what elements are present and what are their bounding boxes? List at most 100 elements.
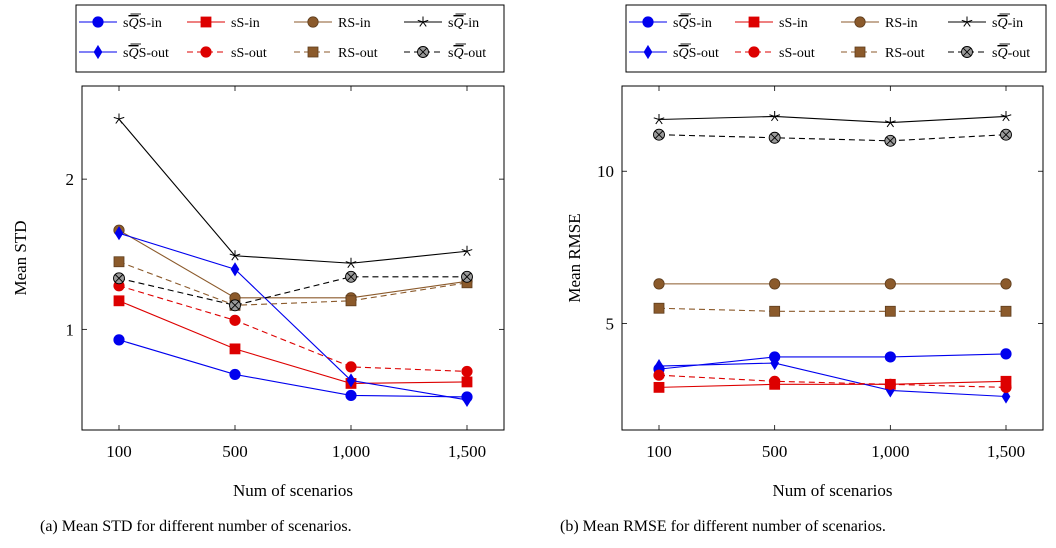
series-RQ-out <box>653 128 1012 147</box>
series-sS-in <box>653 375 1012 393</box>
y-tick-label: 1 <box>66 320 75 339</box>
legend-label: sQ-out <box>992 46 1030 61</box>
data-point <box>345 389 357 402</box>
y-axis-label: Mean RMSE <box>565 213 584 302</box>
series-line <box>118 285 468 372</box>
data-point <box>113 256 125 268</box>
data-point <box>345 257 357 269</box>
series-RS-out <box>653 302 1012 317</box>
legend-marker <box>642 16 654 28</box>
legend-label: sS-out <box>231 46 267 61</box>
y-tick-label: 5 <box>606 314 615 333</box>
series-sS-in <box>113 295 473 389</box>
x-tick-label: 1,000 <box>332 442 370 461</box>
legend-label: sS-in <box>779 16 808 31</box>
legend-marker <box>748 46 760 58</box>
data-point <box>770 355 780 371</box>
data-point <box>769 278 781 290</box>
series-line <box>658 374 1007 388</box>
legend-label: RS-out <box>885 46 925 61</box>
series-sQS-in <box>113 334 473 403</box>
x-axis-label: Num of scenarios <box>773 481 893 500</box>
x-tick-label: 1,500 <box>987 442 1025 461</box>
data-point <box>346 373 356 388</box>
legend-marker <box>200 16 212 28</box>
series-line <box>658 362 1007 398</box>
series-line <box>658 115 1007 124</box>
series-RS-in <box>113 224 473 304</box>
series-line <box>658 134 1007 142</box>
series-line <box>658 307 1006 312</box>
data-point <box>884 278 896 290</box>
legend-marker <box>307 46 319 58</box>
legend-label: RS-out <box>338 46 378 61</box>
plot-frame <box>621 85 1044 431</box>
series-RQ-in <box>653 110 1012 128</box>
series-line <box>118 118 468 264</box>
legend-label: sQ-in <box>448 16 479 31</box>
legend-marker <box>417 46 429 58</box>
data-point <box>884 305 896 317</box>
data-point <box>1000 305 1012 317</box>
caption-b: (b) Mean RMSE for different number of sc… <box>560 518 886 535</box>
data-point <box>113 113 125 124</box>
legend-label: sQ-out <box>448 46 486 61</box>
legend-label: sQS-in <box>123 16 162 31</box>
series-line <box>118 300 468 384</box>
caption-a: (a) Mean STD for different number of sce… <box>40 518 352 535</box>
x-tick-label: 500 <box>762 442 788 461</box>
data-point <box>461 270 473 283</box>
series-line <box>118 229 468 299</box>
legend-marker <box>748 16 760 28</box>
data-point <box>653 302 665 314</box>
legend-label: RS-in <box>338 16 371 31</box>
data-point <box>229 314 241 326</box>
legend-label: sS-in <box>231 16 260 31</box>
legend-label: sQS-in <box>673 16 712 31</box>
data-point <box>229 343 241 355</box>
data-point <box>229 299 241 312</box>
data-point <box>653 128 665 141</box>
data-point <box>884 134 897 147</box>
legend-label: sS-out <box>779 46 815 61</box>
legend-box <box>75 4 505 73</box>
data-point <box>113 295 125 307</box>
legend-marker <box>961 46 973 58</box>
x-tick-label: 100 <box>106 442 132 461</box>
legend-marker <box>643 44 653 60</box>
data-point <box>1000 278 1012 290</box>
legend-marker <box>961 16 973 27</box>
x-tick-label: 500 <box>222 442 248 461</box>
data-point <box>769 375 781 387</box>
data-point <box>1000 348 1012 360</box>
data-point <box>113 334 125 346</box>
legend-marker <box>854 16 866 28</box>
data-point <box>461 245 473 256</box>
data-point <box>461 365 473 378</box>
data-point <box>884 117 896 128</box>
series-sQS-in <box>653 348 1012 375</box>
legend-label: RS-in <box>885 16 918 31</box>
y-tick-label: 10 <box>597 162 614 181</box>
series-RQ-out <box>113 270 473 312</box>
legend-label: sQS-out <box>123 46 169 61</box>
data-point <box>345 361 357 373</box>
series-line <box>658 353 1007 370</box>
legend-marker <box>307 16 319 28</box>
data-point <box>345 270 357 283</box>
series-sQS-out <box>114 226 472 408</box>
data-point <box>230 262 240 277</box>
data-point <box>461 376 473 388</box>
series-RQ-in <box>113 113 473 269</box>
chart-b: 100 500 1,000 1,500 5 10 Num of scenarios Mean … <box>565 4 1047 500</box>
series-RS-in <box>653 278 1012 290</box>
series-sS-out <box>113 280 473 378</box>
series-line <box>658 380 1007 388</box>
y-tick-label: 2 <box>66 170 75 189</box>
data-point <box>884 378 896 390</box>
data-point <box>462 392 472 408</box>
legend-marker <box>93 44 103 60</box>
legend-box <box>625 4 1047 73</box>
